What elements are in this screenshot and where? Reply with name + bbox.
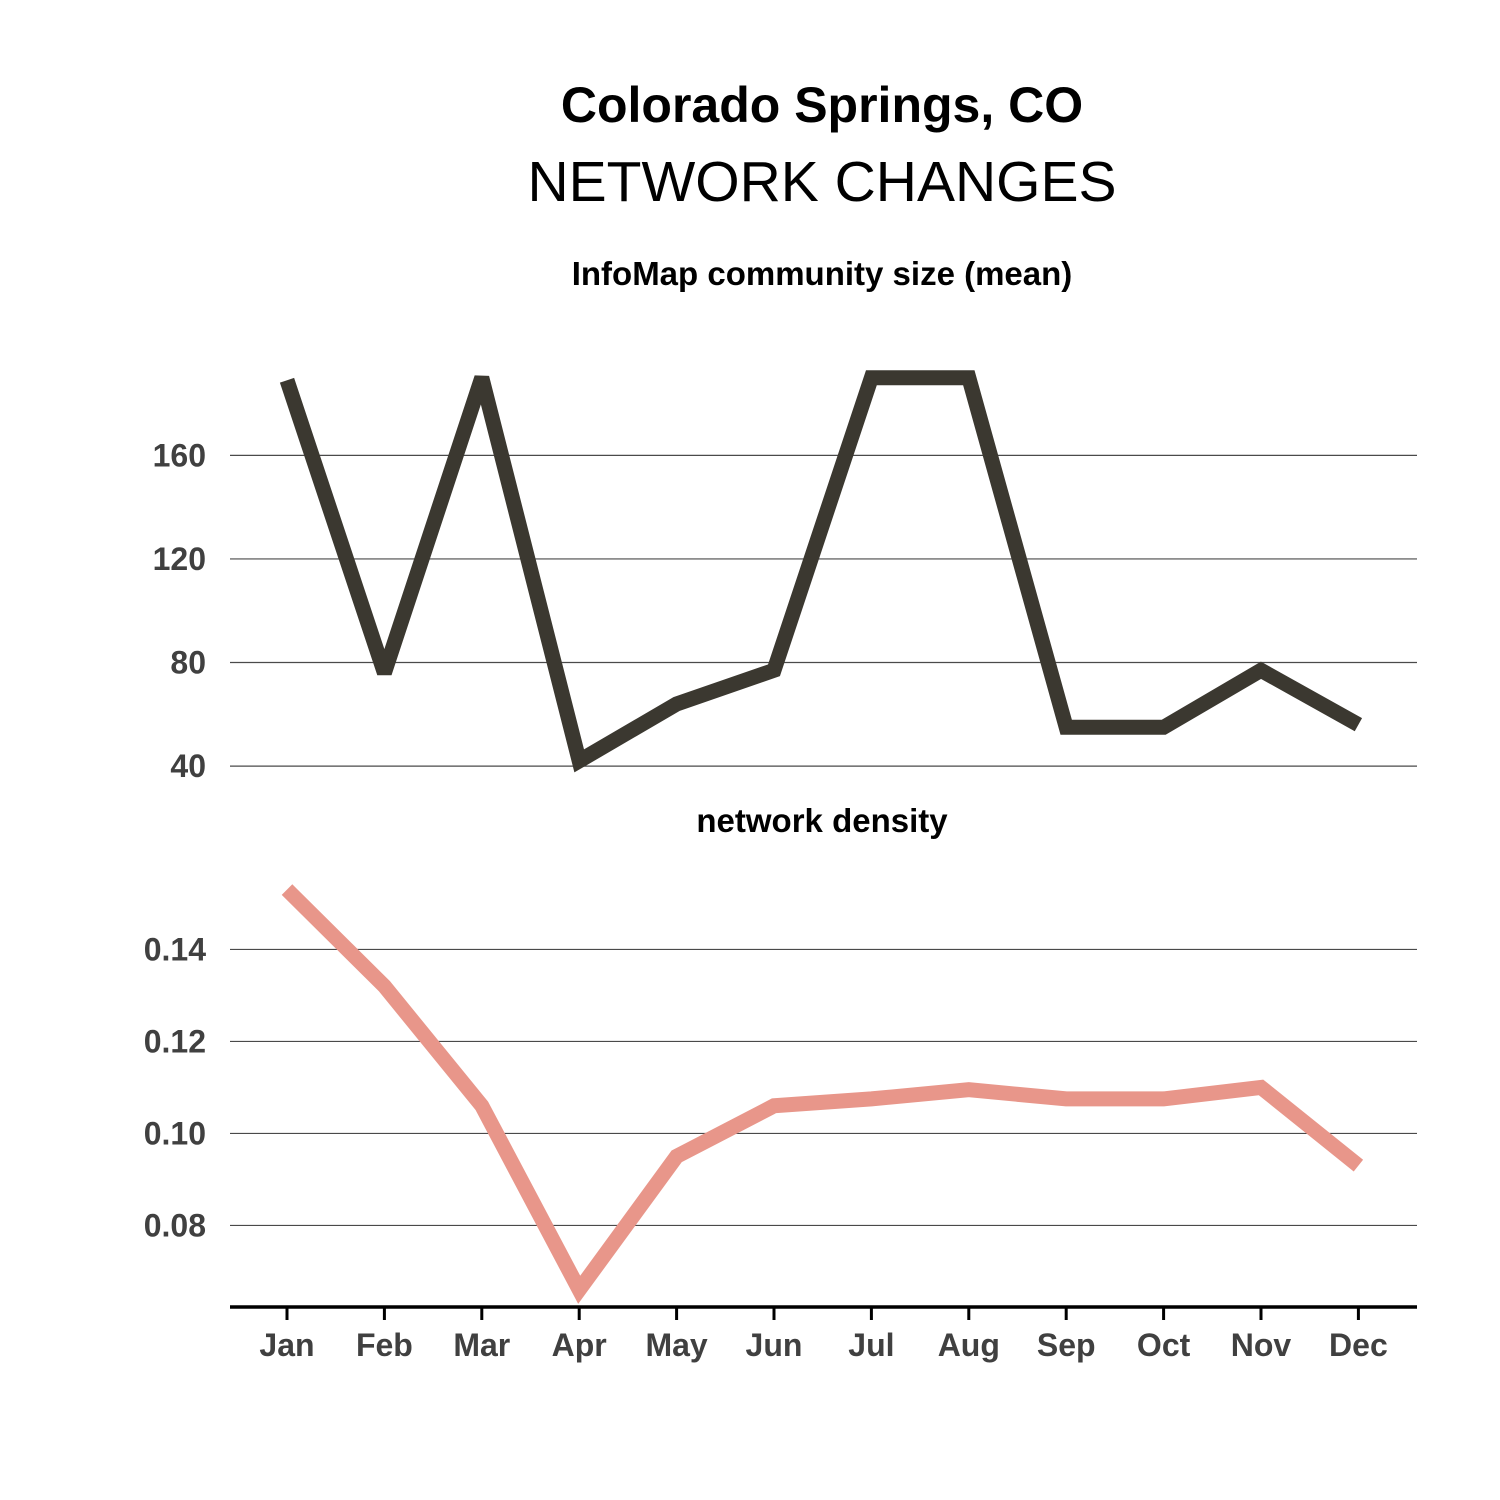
x-tick-label-nov: Nov [1231, 1327, 1292, 1363]
y-tick-label-community-size: 120 [153, 541, 206, 577]
x-tick-label-may: May [645, 1327, 707, 1363]
x-tick-label-jan: Jan [259, 1327, 314, 1363]
chart-title: Colorado Springs, CO [561, 77, 1083, 133]
x-tick-label-mar: Mar [453, 1327, 510, 1363]
x-tick-label-jun: Jun [746, 1327, 803, 1363]
x-tick-label-apr: Apr [552, 1327, 607, 1363]
y-tick-label-community-size: 40 [170, 748, 206, 784]
x-tick-label-sep: Sep [1037, 1327, 1096, 1363]
panel-title-community-size: InfoMap community size (mean) [572, 255, 1073, 292]
y-tick-label-network-density: 0.10 [144, 1115, 206, 1151]
panel-title-network-density: network density [696, 802, 948, 839]
chart-subtitle: NETWORK CHANGES [527, 150, 1116, 214]
y-tick-label-community-size: 80 [170, 645, 206, 681]
series-line-community-size [287, 378, 1358, 761]
panel-network-density: 0.08 0.10 0.12 0.14 [144, 890, 1417, 1290]
y-tick-label-network-density: 0.14 [144, 931, 206, 967]
y-tick-label-community-size: 160 [153, 437, 206, 473]
x-tick-label-feb: Feb [356, 1327, 413, 1363]
x-tick-label-jul: Jul [848, 1327, 894, 1363]
y-tick-label-network-density: 0.08 [144, 1207, 206, 1243]
panel-community-size: 40 80 120 160 [153, 378, 1417, 785]
x-tick-label-oct: Oct [1137, 1327, 1191, 1363]
x-tick-label-dec: Dec [1329, 1327, 1388, 1363]
x-tick-label-aug: Aug [938, 1327, 1000, 1363]
x-axis: Jan Feb Mar Apr May Jun Jul Aug Sep Oct Nov Dec [230, 1307, 1417, 1363]
y-tick-label-network-density: 0.12 [144, 1023, 206, 1059]
